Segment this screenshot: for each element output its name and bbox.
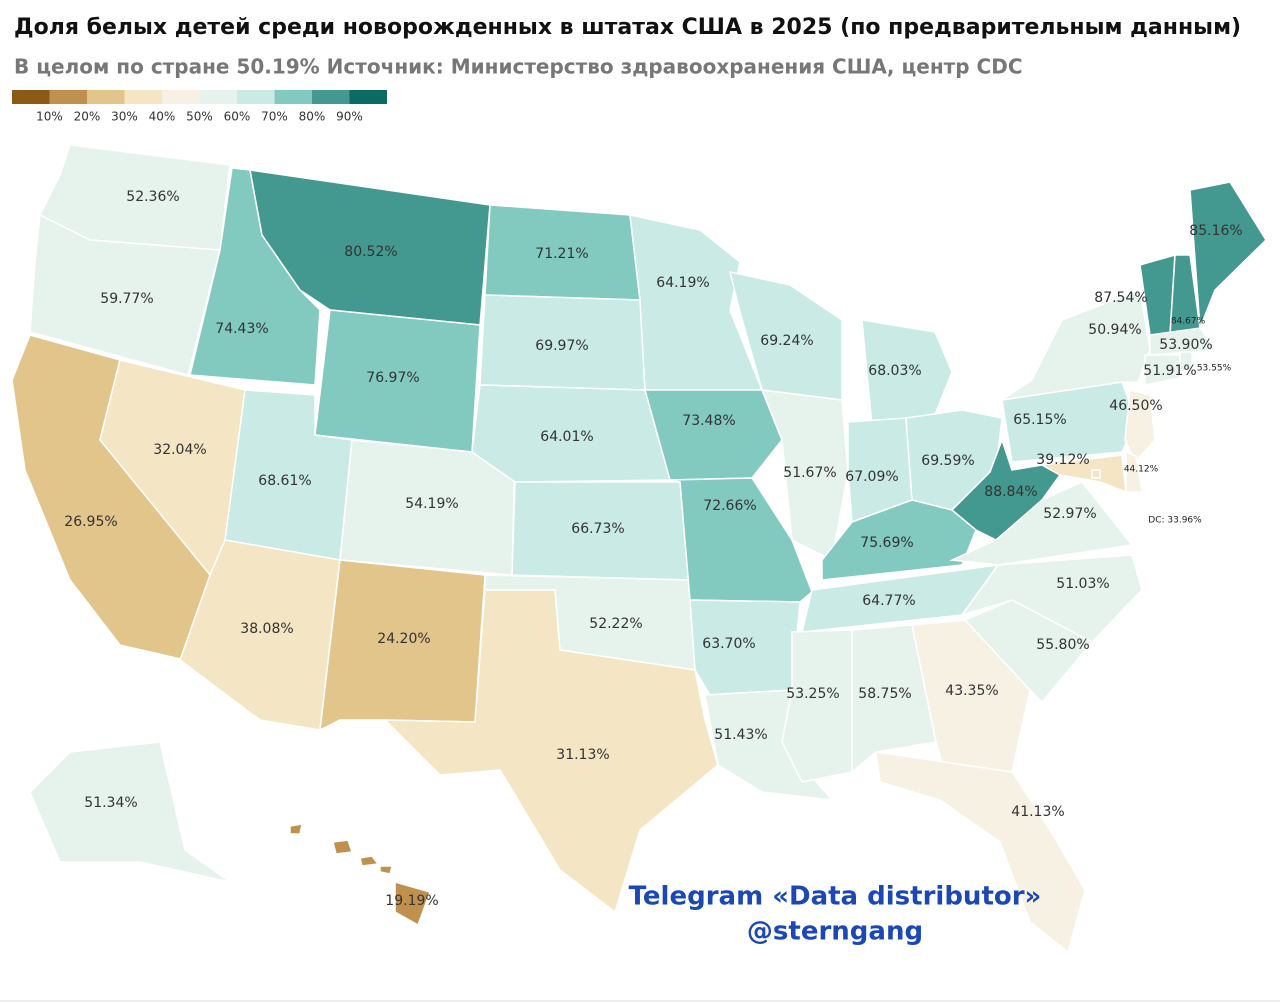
state-value-label: 51.34% — [84, 795, 137, 811]
legend-tick-label: 50% — [186, 110, 213, 124]
state-region — [1189, 181, 1267, 329]
state-value-label: 85.16% — [1189, 223, 1242, 239]
state-value-label: 52.97% — [1043, 506, 1096, 522]
state-value-label: 68.03% — [868, 363, 921, 379]
state-value-label: 69.97% — [535, 338, 588, 354]
state-value-label: 67.09% — [845, 469, 898, 485]
state-region — [1124, 389, 1156, 464]
state-region — [629, 214, 764, 391]
state-value-label: 68.61% — [258, 473, 311, 489]
watermark: @sterngang — [747, 917, 923, 947]
state-value-label: 26.95% — [64, 514, 117, 530]
state-value-label: 73.48% — [682, 413, 735, 429]
legend-swatch — [49, 90, 87, 104]
state-value-label: 51.67% — [783, 465, 836, 481]
state-value-label: 39.12% — [1036, 452, 1089, 468]
state-region — [669, 477, 813, 603]
state-value-label: 51.03% — [1056, 576, 1109, 592]
legend-swatch — [162, 90, 200, 104]
legend-tick-label: 80% — [299, 110, 326, 124]
legend-tick-label: 90% — [336, 110, 363, 124]
legend-tick-label: 60% — [224, 110, 251, 124]
state-value-label: 53.55% — [1197, 364, 1232, 374]
state-value-label: 51.91% — [1143, 363, 1196, 379]
legend-swatch — [274, 90, 312, 104]
state-value-label: 84.67% — [1171, 317, 1206, 327]
state-value-label: 64.77% — [862, 593, 915, 609]
legend-swatch — [237, 90, 275, 104]
state-value-label: 46.50% — [1109, 398, 1162, 414]
legend-swatch — [12, 90, 50, 104]
legend-swatch — [87, 90, 125, 104]
legend-swatch — [199, 90, 237, 104]
state-value-label: 19.19% — [385, 893, 438, 909]
legend-tick-label: 10% — [36, 110, 63, 124]
legend-swatch — [312, 90, 350, 104]
state-region — [1091, 469, 1101, 479]
watermark: Telegram «Data distributor» — [629, 882, 1042, 912]
state-value-label: 66.73% — [571, 521, 624, 537]
legend-tick-label: 20% — [74, 110, 101, 124]
legend-tick-label: 40% — [149, 110, 176, 124]
state-value-label: 58.75% — [858, 686, 911, 702]
state-value-label: 41.13% — [1011, 804, 1064, 820]
chart-subtitle: В целом по стране 50.19% Источник: Минис… — [14, 55, 1023, 79]
legend-tick-label: 70% — [261, 110, 288, 124]
state-value-label: 24.20% — [377, 631, 430, 647]
state-region — [29, 741, 231, 883]
state-value-label: 54.19% — [405, 496, 458, 512]
state-value-label: 75.69% — [860, 535, 913, 551]
state-region — [1039, 454, 1127, 494]
state-value-label: 32.04% — [153, 442, 206, 458]
state-region — [1001, 288, 1151, 401]
state-region — [471, 384, 671, 483]
state-region — [383, 589, 719, 914]
legend-tick-label: 30% — [111, 110, 138, 124]
state-region — [289, 823, 431, 927]
state-value-label: 53.90% — [1159, 337, 1212, 353]
state-region — [1125, 450, 1143, 493]
state-value-label: 80.52% — [344, 244, 397, 260]
state-value-label: 44.12% — [1124, 465, 1159, 475]
state-value-label: 43.35% — [945, 683, 998, 699]
state-region — [875, 751, 1086, 954]
state-region — [29, 213, 221, 376]
state-region — [781, 629, 853, 783]
state-value-label: 51.43% — [714, 727, 767, 743]
state-region — [851, 624, 937, 774]
state-value-label: 50.94% — [1088, 322, 1141, 338]
state-value-label: 72.66% — [703, 498, 756, 514]
state-value-label: 64.01% — [540, 429, 593, 445]
state-labels: 52.36% 59.77% 26.95% 32.04% 74.43% 80.52% 76.9… — [64, 189, 1242, 909]
state-region — [1144, 354, 1181, 386]
state-region — [644, 389, 783, 481]
states — [11, 144, 1267, 954]
state-region — [1179, 351, 1193, 373]
state-value-label: 52.22% — [589, 616, 642, 632]
state-value-label: 65.15% — [1013, 412, 1066, 428]
state-value-label: 76.97% — [366, 370, 419, 386]
state-region — [1149, 327, 1217, 356]
state-value-label: 55.80% — [1036, 637, 1089, 653]
legend-swatch — [124, 90, 162, 104]
state-value-label: 53.25% — [786, 686, 839, 702]
state-value-label: 74.43% — [215, 321, 268, 337]
legend-swatch — [349, 90, 387, 104]
state-value-label: 38.08% — [240, 621, 293, 637]
state-value-label: DC: 33.96% — [1148, 516, 1202, 526]
state-value-label: 71.21% — [535, 246, 588, 262]
state-value-label: 87.54% — [1094, 290, 1147, 306]
state-value-label: 59.77% — [100, 291, 153, 307]
state-value-label: 88.84% — [984, 484, 1037, 500]
state-value-label: 52.36% — [126, 189, 179, 205]
chart-title: Доля белых детей среди новорожденных в ш… — [14, 15, 1241, 40]
state-value-label: 69.59% — [921, 453, 974, 469]
state-value-label: 69.24% — [760, 333, 813, 349]
state-value-label: 63.70% — [702, 636, 755, 652]
state-value-label: 64.19% — [656, 275, 709, 291]
state-value-label: 31.13% — [556, 747, 609, 763]
state-region — [861, 319, 953, 427]
